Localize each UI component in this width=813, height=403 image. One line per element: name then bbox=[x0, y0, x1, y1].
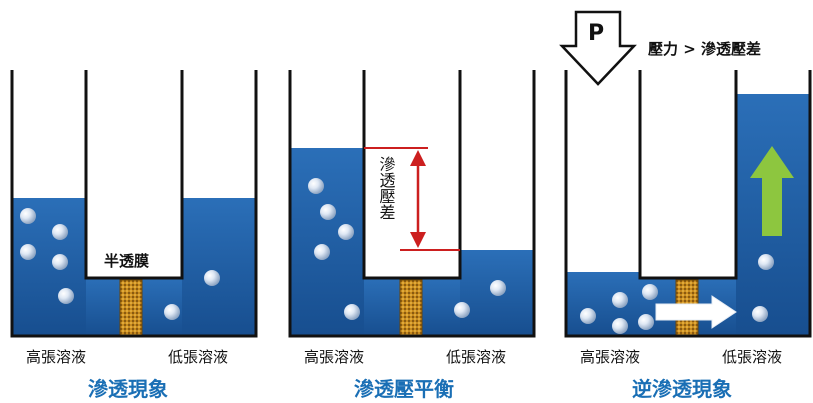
vessel-wall bbox=[288, 70, 536, 338]
bubble-icon bbox=[52, 224, 68, 240]
panel-title: 滲透壓平衡 bbox=[354, 377, 454, 401]
left-solution-label: 高張溶液 bbox=[26, 348, 86, 366]
right-solution-label: 低張溶液 bbox=[168, 348, 228, 366]
bubble-icon bbox=[58, 288, 74, 304]
bubbles-left bbox=[308, 178, 360, 320]
bubble-icon bbox=[52, 254, 68, 270]
left-solution-label: 高張溶液 bbox=[304, 348, 364, 366]
bubble-icon bbox=[752, 306, 768, 322]
left-solution-label: 高張溶液 bbox=[580, 348, 640, 366]
panel-reverse-osmosis: P 壓力 > 滲透壓差 高張溶液 低張溶液 逆滲透現象 bbox=[559, 10, 812, 401]
water-left bbox=[566, 272, 640, 336]
bubble-icon bbox=[20, 208, 36, 224]
p-arrow-icon: P bbox=[559, 10, 637, 86]
double-arrow-icon bbox=[410, 150, 426, 248]
water-right bbox=[182, 198, 256, 336]
panel-title: 滲透現象 bbox=[88, 377, 168, 401]
right-solution-label: 低張溶液 bbox=[722, 348, 782, 366]
bubbles-left bbox=[20, 208, 74, 304]
bubble-icon bbox=[344, 304, 360, 320]
vessel-wall bbox=[564, 70, 812, 338]
bubble-icon bbox=[638, 314, 654, 330]
bubbles-right bbox=[164, 270, 220, 320]
bubbles-left bbox=[580, 284, 658, 334]
bubble-icon bbox=[758, 254, 774, 270]
membrane bbox=[119, 279, 143, 337]
pressure-label: 滲透壓差 bbox=[377, 156, 396, 220]
vessel-wall bbox=[10, 70, 258, 338]
panel-title: 逆滲透現象 bbox=[632, 377, 732, 401]
panel-pressure-balance: 滲透壓差 高張溶液 低張溶液 滲透壓平衡 bbox=[288, 70, 536, 401]
panel-osmosis: 半透膜 高張溶液 低張溶液 滲透現象 bbox=[10, 70, 258, 401]
inner-wall bbox=[638, 70, 738, 280]
bubble-icon bbox=[642, 284, 658, 300]
membrane-label: 半透膜 bbox=[104, 252, 149, 270]
bubble-icon bbox=[20, 244, 36, 260]
bubble-icon bbox=[490, 280, 506, 296]
membrane bbox=[399, 279, 423, 337]
inner-wall bbox=[84, 70, 184, 280]
bubble-icon bbox=[164, 304, 180, 320]
right-solution-label: 低張溶液 bbox=[446, 348, 506, 366]
bubble-icon bbox=[612, 318, 628, 334]
pressure-note: 壓力 > 滲透壓差 bbox=[648, 40, 761, 58]
bubble-icon bbox=[612, 292, 628, 308]
bubble-icon bbox=[204, 270, 220, 286]
p-label: P bbox=[588, 21, 604, 46]
up-arrow-icon bbox=[750, 146, 794, 236]
bubble-icon bbox=[308, 178, 324, 194]
inner-wall bbox=[362, 70, 462, 280]
bubble-icon bbox=[314, 244, 330, 260]
bubbles-right bbox=[752, 254, 774, 322]
bubble-icon bbox=[320, 204, 336, 220]
right-arrow-icon bbox=[655, 295, 737, 329]
bubble-icon bbox=[580, 308, 596, 324]
bubbles-right bbox=[454, 280, 506, 318]
bubble-icon bbox=[454, 302, 470, 318]
bubble-icon bbox=[338, 224, 354, 240]
